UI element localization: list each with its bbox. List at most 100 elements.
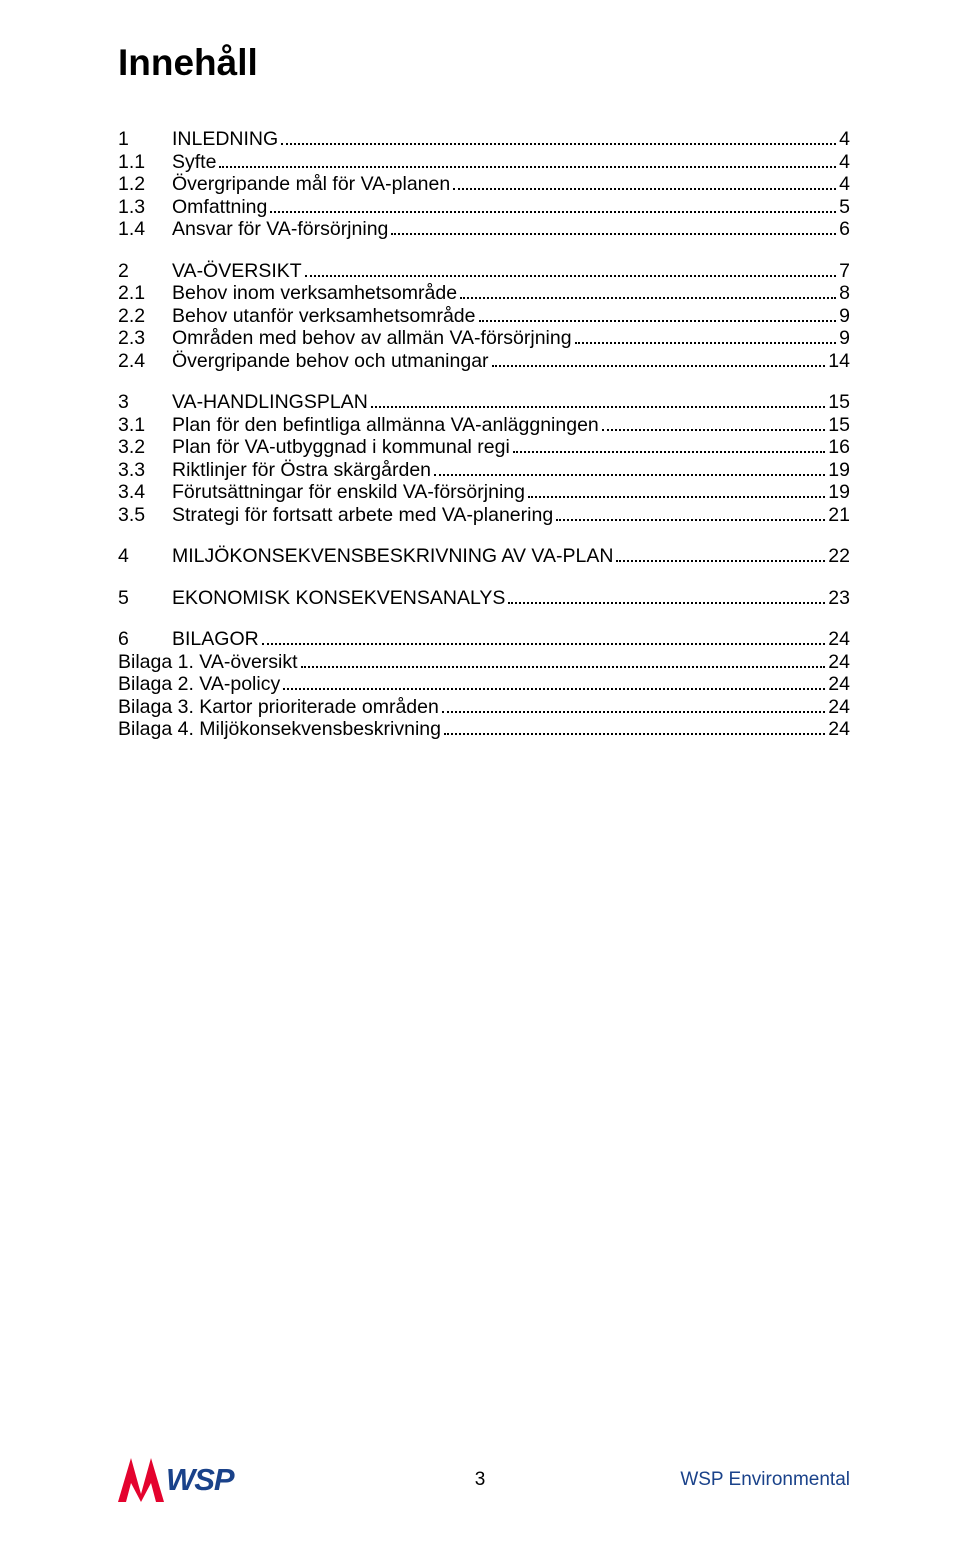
toc-appendix-row: Bilaga 1. VA-översikt 24: [118, 653, 850, 673]
toc-subsection-row: 3.3Riktlinjer för Östra skärgården 19: [118, 461, 850, 481]
toc-leader-dots: [442, 698, 825, 713]
toc-group: 1INLEDNING41.1Syfte41.2Övergripande mål …: [118, 130, 850, 240]
toc-label: Bilaga 4. Miljökonsekvensbeskrivning: [118, 720, 441, 740]
toc-label: Områden med behov av allmän VA-försörjni…: [172, 329, 572, 349]
toc-number: 3.5: [118, 506, 172, 526]
toc-page: 9: [839, 329, 850, 349]
toc-leader-dots: [391, 220, 836, 235]
toc-number: 2.1: [118, 284, 172, 304]
toc-label: Bilaga 1. VA-översikt: [118, 653, 298, 673]
toc-page: 5: [839, 198, 850, 218]
toc-section-row: 4MILJÖKONSEKVENSBESKRIVNING AV VA-PLAN 22: [118, 547, 850, 567]
toc-leader-dots: [305, 262, 836, 277]
toc-leader-dots: [479, 307, 837, 322]
toc-page: 14: [828, 352, 850, 372]
toc-number: 3.3: [118, 461, 172, 481]
toc-section-row: 3VA-HANDLINGSPLAN 15: [118, 393, 850, 413]
toc-number: 5: [118, 589, 172, 609]
toc-leader-dots: [513, 438, 825, 453]
toc-number: 1.2: [118, 175, 172, 195]
toc-number: 4: [118, 547, 172, 567]
toc-number: 1.1: [118, 153, 172, 173]
toc-leader-dots: [460, 284, 836, 299]
toc-page: 16: [828, 438, 850, 458]
toc-number: 2: [118, 262, 172, 282]
toc-page: 19: [828, 483, 850, 503]
toc-label: Övergripande behov och utmaningar: [172, 352, 489, 372]
toc-label: Behov utanför verksamhetsområde: [172, 307, 476, 327]
toc-page: 7: [839, 262, 850, 282]
toc-label: VA-HANDLINGSPLAN: [172, 393, 368, 413]
toc-leader-dots: [492, 352, 826, 367]
toc-label: BILAGOR: [172, 630, 259, 650]
toc-subsection-row: 1.3Omfattning5: [118, 198, 850, 218]
toc-page: 24: [828, 653, 850, 673]
toc-label: INLEDNING: [172, 130, 278, 150]
toc-number: 2.3: [118, 329, 172, 349]
toc-subsection-row: 3.5Strategi för fortsatt arbete med VA-p…: [118, 506, 850, 526]
toc-section-row: 1INLEDNING 4: [118, 130, 850, 150]
toc-leader-dots: [528, 483, 825, 498]
toc-label: Bilaga 2. VA-policy: [118, 675, 280, 695]
toc-page: 4: [839, 130, 850, 150]
toc-leader-dots: [616, 547, 825, 562]
toc-page: 19: [828, 461, 850, 481]
toc-label: Bilaga 3. Kartor prioriterade områden: [118, 698, 439, 718]
toc-subsection-row: 3.4Förutsättningar för enskild VA-försör…: [118, 483, 850, 503]
toc-leader-dots: [270, 198, 836, 213]
toc-subsection-row: 3.2Plan för VA-utbyggnad i kommunal regi…: [118, 438, 850, 458]
toc-label: EKONOMISK KONSEKVENSANALYS: [172, 589, 505, 609]
toc-label: MILJÖKONSEKVENSBESKRIVNING AV VA-PLAN: [172, 547, 613, 567]
toc-subsection-row: 1.1Syfte4: [118, 153, 850, 173]
toc-page: 4: [839, 175, 850, 195]
toc-appendix-row: Bilaga 2. VA-policy 24: [118, 675, 850, 695]
toc-subsection-row: 2.4Övergripande behov och utmaningar14: [118, 352, 850, 372]
toc-label: Förutsättningar för enskild VA-försörjni…: [172, 483, 525, 503]
toc-leader-dots: [283, 675, 825, 690]
wsp-logo-text: WSP: [166, 1462, 234, 1498]
toc-page: 24: [828, 675, 850, 695]
toc-leader-dots: [262, 630, 826, 645]
toc-label: Riktlinjer för Östra skärgården: [172, 461, 431, 481]
toc-page: 24: [828, 630, 850, 650]
toc-number: 3.1: [118, 416, 172, 436]
footer-brand: WSP Environmental: [680, 1469, 850, 1491]
toc-label: Behov inom verksamhetsområde: [172, 284, 457, 304]
toc-section-row: 2VA-ÖVERSIKT7: [118, 262, 850, 282]
toc-page: 9: [839, 307, 850, 327]
toc-subsection-row: 2.2Behov utanför verksamhetsområde9: [118, 307, 850, 327]
toc-leader-dots: [434, 461, 825, 476]
toc-page: 24: [828, 698, 850, 718]
toc-appendix-row: Bilaga 3. Kartor prioriterade områden 24: [118, 698, 850, 718]
toc-number: 3.2: [118, 438, 172, 458]
toc-number: 6: [118, 630, 172, 650]
toc-appendix-row: Bilaga 4. Miljökonsekvensbeskrivning 24: [118, 720, 850, 740]
toc-page: 22: [828, 547, 850, 567]
toc-group: 3VA-HANDLINGSPLAN153.1Plan för den befin…: [118, 393, 850, 525]
toc-page: 4: [839, 153, 850, 173]
table-of-contents: 1INLEDNING41.1Syfte41.2Övergripande mål …: [118, 130, 850, 740]
toc-leader-dots: [444, 720, 825, 735]
toc-number: 1: [118, 130, 172, 150]
wsp-logo-mark: [118, 1458, 164, 1502]
toc-page: 24: [828, 720, 850, 740]
toc-page: 15: [828, 393, 850, 413]
toc-leader-dots: [281, 130, 836, 145]
toc-subsection-row: 1.4Ansvar för VA-försörjning6: [118, 220, 850, 240]
toc-label: Omfattning: [172, 198, 267, 218]
toc-group: 6BILAGOR24Bilaga 1. VA-översikt24Bilaga …: [118, 630, 850, 740]
page: Innehåll 1INLEDNING41.1Syfte41.2Övergrip…: [0, 0, 960, 1558]
toc-page: 15: [828, 416, 850, 436]
toc-page: 8: [839, 284, 850, 304]
toc-subsection-row: 3.1Plan för den befintliga allmänna VA-a…: [118, 416, 850, 436]
toc-number: 3: [118, 393, 172, 413]
toc-leader-dots: [556, 506, 825, 521]
toc-number: 1.4: [118, 220, 172, 240]
wsp-logo: WSP: [118, 1458, 234, 1502]
toc-subsection-row: 2.3Områden med behov av allmän VA-försör…: [118, 329, 850, 349]
toc-leader-dots: [301, 653, 826, 668]
toc-label: Ansvar för VA-försörjning: [172, 220, 388, 240]
page-title: Innehåll: [118, 42, 850, 84]
toc-page: 23: [828, 589, 850, 609]
toc-page: 21: [828, 506, 850, 526]
